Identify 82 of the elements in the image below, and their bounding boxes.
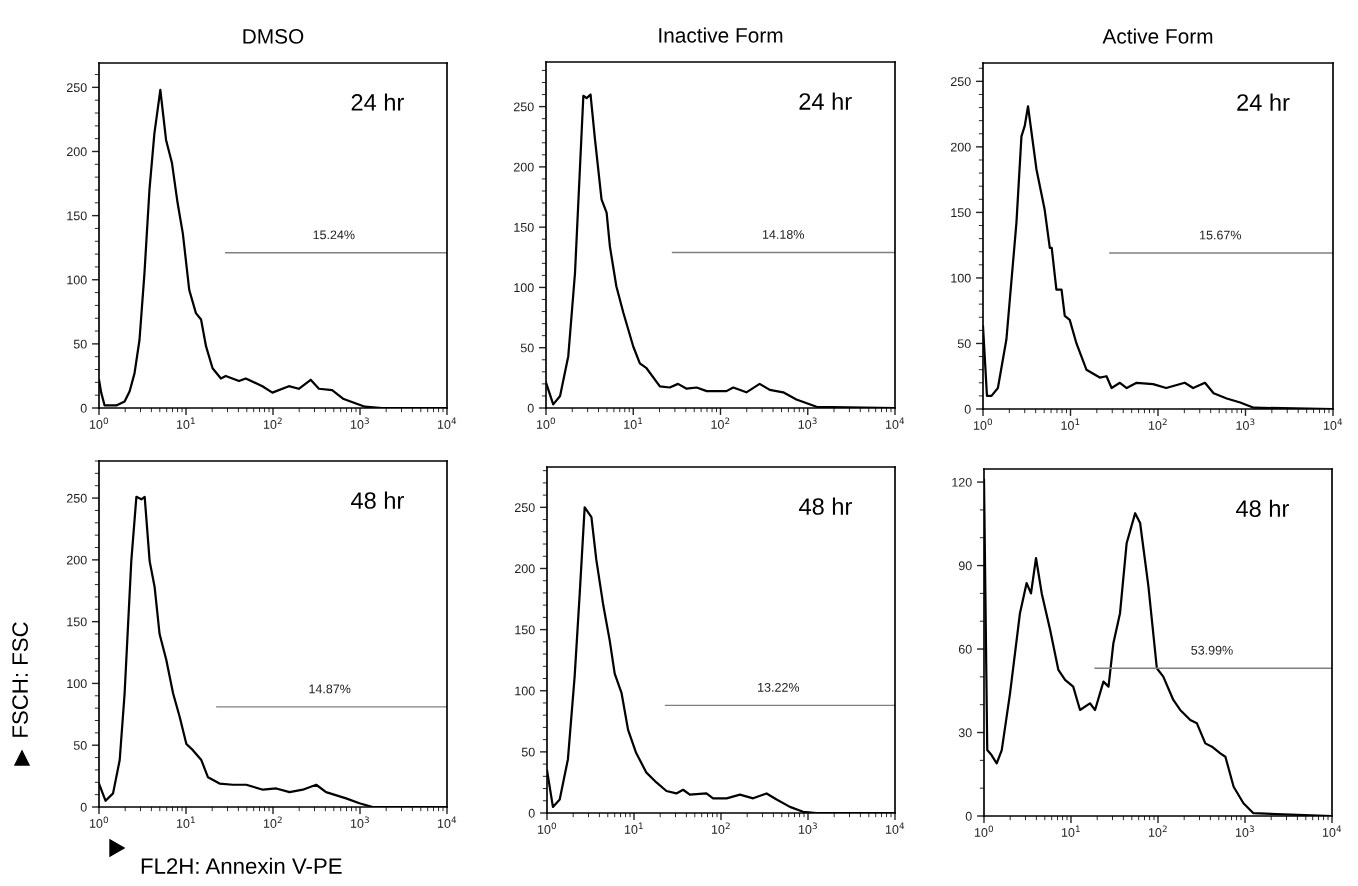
x-tick-label: 10$^{0}$ — [974, 825, 994, 837]
x-tick-label: 10$^{2}$ — [711, 822, 730, 834]
y-tick-label: 100 — [515, 686, 535, 696]
x-axis-title: FL2H: Annexin V-PE — [141, 857, 342, 874]
chart-title: Active Form — [1102, 28, 1213, 44]
x-tick-label: 10$^{2}$ — [1148, 825, 1167, 837]
y-tick-label: 150 — [514, 222, 534, 232]
annotation: 14.87% — [309, 684, 351, 694]
y-tick-label: 90 — [958, 561, 972, 571]
y-tick-label: 150 — [67, 617, 87, 627]
x-tick-label: 10$^{3}$ — [350, 816, 369, 828]
x-tick-label: 10$^{3}$ — [1236, 418, 1255, 430]
y-tick-label: 60 — [958, 644, 972, 654]
y-tick-label: 200 — [66, 147, 87, 157]
y-axis-title: FSCH: FSC — [12, 622, 28, 737]
y-tick-label: 0 — [527, 403, 534, 413]
x-tick-label: 10$^{4}$ — [437, 417, 457, 429]
x-tick-label: 10$^{4}$ — [885, 822, 905, 834]
y-tick-label: 200 — [950, 142, 971, 152]
y-tick-label: 100 — [514, 283, 534, 293]
chart-title: Inactive Form — [659, 27, 783, 43]
y-tick-label: 150 — [67, 211, 87, 221]
y-tick-label: 200 — [513, 162, 534, 172]
y-tick-label: 50 — [957, 339, 971, 349]
y-tick-label: 200 — [66, 555, 87, 565]
annotation: 24 hr — [1237, 93, 1290, 111]
y-tick-label: 50 — [520, 343, 534, 353]
annotation: 48 hr — [799, 497, 852, 515]
x-tick-label: 10$^{3}$ — [798, 417, 817, 429]
x-tick-label: 10$^{1}$ — [176, 417, 195, 429]
y-tick-label: 250 — [66, 83, 87, 93]
y-tick-label: 120 — [952, 477, 972, 487]
x-tick-label: 10$^{0}$ — [89, 816, 109, 828]
x-tick-label: 10$^{0}$ — [89, 417, 109, 429]
y-tick-label: 0 — [528, 808, 535, 818]
x-tick-label: 10$^{0}$ — [973, 418, 993, 430]
x-tick-label: 10$^{3}$ — [350, 417, 369, 429]
y-tick-label: 150 — [515, 625, 535, 635]
y-tick-label: 100 — [67, 275, 87, 285]
x-tick-label: 10$^{1}$ — [1061, 825, 1080, 837]
annotation: 53.99% — [1191, 645, 1233, 655]
y-tick-label: 200 — [514, 564, 535, 574]
annotation: 24 hr — [799, 92, 852, 110]
x-tick-label: 10$^{0}$ — [537, 822, 557, 834]
chart-title: DMSO — [243, 29, 304, 44]
x-tick-label: 10$^{1}$ — [624, 822, 643, 834]
x-tick-label: 10$^{4}$ — [1323, 418, 1343, 430]
x-tick-label: 10$^{4}$ — [437, 816, 457, 828]
annotation: 15.67% — [1200, 230, 1242, 240]
annotation: 14.18% — [762, 230, 804, 239]
y-tick-label: 100 — [951, 273, 971, 283]
x-tick-label: 10$^{4}$ — [1322, 825, 1342, 837]
annotation: 48 hr — [1236, 499, 1289, 517]
y-tick-label: 0 — [964, 404, 971, 414]
annotation: 13.22% — [758, 682, 800, 692]
y-tick-label: 250 — [513, 102, 534, 112]
x-tick-label: 10$^{1}$ — [1061, 418, 1080, 430]
y-tick-label: 250 — [514, 503, 535, 512]
x-tick-label: 10$^{2}$ — [263, 417, 282, 429]
annotation: 15.24% — [313, 230, 355, 240]
x-tick-label: 10$^{4}$ — [885, 417, 905, 429]
y-tick-label: 250 — [66, 493, 87, 503]
x-tick-label: 10$^{3}$ — [798, 822, 817, 834]
x-tick-label: 10$^{2}$ — [1148, 418, 1167, 430]
y-tick-label: 100 — [67, 679, 87, 689]
y-tick-label: 150 — [951, 208, 971, 218]
x-tick-label: 10$^{1}$ — [176, 816, 195, 828]
y-tick-label: 50 — [73, 339, 87, 349]
x-tick-label: 10$^{1}$ — [624, 417, 643, 429]
x-tick-label: 10$^{3}$ — [1235, 825, 1254, 837]
y-tick-label: 0 — [80, 403, 87, 413]
y-tick-label: 50 — [73, 741, 87, 750]
annotation: 48 hr — [351, 491, 404, 509]
x-tick-label: 10$^{2}$ — [711, 417, 730, 429]
annotation: 24 hr — [351, 93, 404, 111]
y-tick-label: 0 — [965, 811, 972, 821]
y-tick-label: 250 — [950, 77, 971, 86]
y-tick-label: 50 — [521, 747, 535, 757]
x-tick-label: 10$^{2}$ — [263, 816, 282, 828]
y-tick-label: 30 — [958, 728, 972, 738]
y-tick-label: 0 — [80, 802, 87, 812]
x-tick-label: 10$^{0}$ — [536, 417, 556, 429]
